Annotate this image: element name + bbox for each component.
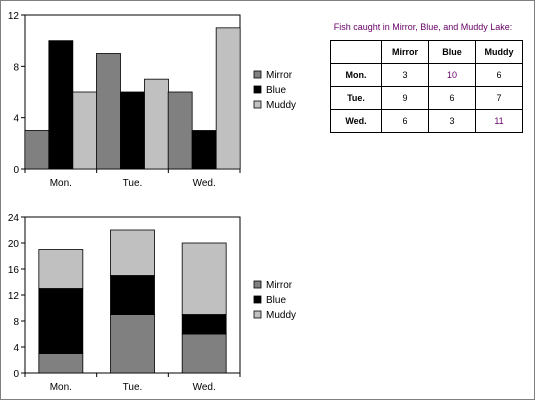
stack-segment-mirror-tue [110, 314, 155, 374]
column-header-blue: Blue [428, 40, 476, 64]
x-tick-label: Tue. [123, 178, 143, 189]
cell-mon-blue: 10 [428, 63, 476, 87]
bar-mirror-tue [96, 53, 121, 170]
x-tick-label: Mon. [50, 178, 72, 189]
row-header-tue: Tue. [330, 86, 382, 110]
table-row: Mon. 3 10 6 [330, 63, 523, 87]
stack-segment-mirror-mon [38, 353, 84, 374]
row-header-mon: Mon. [330, 63, 382, 87]
bar-blue-mon [48, 40, 74, 170]
cell-tue-blue: 6 [428, 86, 476, 110]
y-tick-label: 8 [13, 317, 19, 328]
bar-blue-wed [191, 130, 217, 170]
y-tick-label: 0 [13, 369, 19, 380]
y-tick-label: 12 [8, 11, 20, 22]
stack-segment-blue-tue [110, 275, 155, 315]
stack-segment-muddy-wed [181, 242, 227, 315]
cell-tue-mirror: 9 [381, 86, 429, 110]
stack-segment-blue-mon [38, 288, 84, 354]
legend-swatch-blue [253, 295, 262, 304]
table-corner-cell [330, 40, 382, 64]
bar-muddy-tue [144, 78, 169, 170]
cell-mon-muddy: 6 [475, 63, 523, 87]
y-tick-label: 16 [8, 265, 20, 276]
stacked-bar-chart: Mon. Tue. Wed. 0 4 8 12 16 20 24 Mirror Blue Muddy [8, 213, 296, 393]
legend-label-mirror: Mirror [266, 280, 293, 291]
legend-label-muddy: Muddy [266, 100, 296, 111]
bar-muddy-wed [215, 27, 241, 170]
x-tick-label: Wed. [193, 382, 216, 393]
column-header-muddy: Muddy [475, 40, 523, 64]
y-tick-label: 8 [13, 62, 19, 73]
legend-swatch-muddy [253, 310, 262, 319]
table-header-row: Mirror Blue Muddy [330, 40, 523, 64]
cell-wed-mirror: 6 [381, 109, 429, 133]
table-row: Tue. 9 6 7 [330, 86, 523, 110]
stack-segment-blue-wed [181, 314, 227, 335]
stack-segment-muddy-mon [38, 249, 84, 289]
x-tick-label: Mon. [50, 382, 72, 393]
x-tick-label: Tue. [123, 382, 143, 393]
row-header-wed: Wed. [330, 109, 382, 133]
grouped-bar-chart: Mon. Tue. Wed. 0 4 8 12 Mirror Blue Muddy [8, 11, 296, 189]
legend-swatch-mirror [253, 70, 262, 79]
cell-mon-mirror: 3 [381, 63, 429, 87]
cell-wed-muddy: 11 [475, 109, 523, 133]
legend-swatch-muddy [253, 100, 262, 109]
stack-segment-muddy-tue [110, 229, 155, 276]
cell-tue-muddy: 7 [475, 86, 523, 110]
legend-swatch-mirror [253, 280, 262, 289]
legend-label-muddy: Muddy [266, 310, 296, 321]
y-tick-label: 24 [8, 213, 20, 224]
cell-wed-blue: 3 [428, 109, 476, 133]
y-tick-label: 4 [13, 343, 19, 354]
table-row: Wed. 6 3 11 [330, 109, 523, 133]
y-tick-label: 0 [13, 165, 19, 176]
legend-label-blue: Blue [266, 295, 286, 306]
table-title: Fish caught in Mirror, Blue, and Muddy L… [333, 22, 513, 32]
x-tick-label: Wed. [193, 178, 216, 189]
bar-blue-tue [120, 91, 145, 170]
bar-mirror-wed [167, 91, 193, 170]
legend-label-mirror: Mirror [266, 70, 293, 81]
y-tick-label: 4 [13, 114, 19, 125]
legend-swatch-blue [253, 85, 262, 94]
bar-mirror-mon [24, 130, 50, 170]
y-tick-label: 12 [8, 291, 20, 302]
stack-segment-mirror-wed [181, 333, 227, 374]
column-header-mirror: Mirror [381, 40, 429, 64]
bar-muddy-mon [72, 91, 98, 170]
fish-table: Mirror Blue Muddy Mon. 3 10 6 Tue. 9 6 7… [330, 40, 523, 133]
legend-label-blue: Blue [266, 85, 286, 96]
y-tick-label: 20 [8, 239, 20, 250]
